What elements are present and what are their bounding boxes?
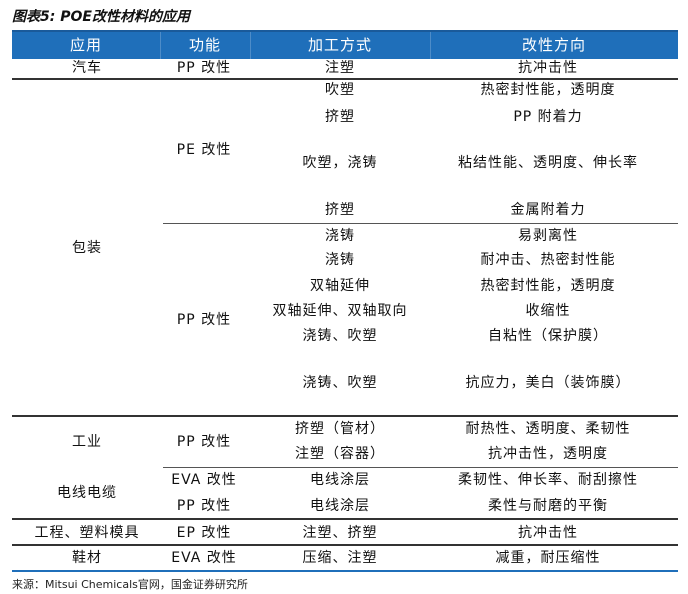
cell-function: PP 改性 — [176, 312, 232, 328]
header-direction: 改性方向 — [521, 36, 586, 54]
cell-process: 压缩、注塑 — [302, 550, 378, 566]
cell-direction: 收缩性 — [525, 303, 571, 319]
cell-process: 注塑 — [325, 60, 355, 76]
cell-function: EP 改性 — [176, 525, 232, 541]
header-function: 功能 — [188, 36, 221, 54]
cell-direction: 柔韧性、伸长率、耐刮擦性 — [458, 472, 638, 488]
cell-direction: 抗冲击性 — [518, 60, 578, 76]
cell-process: 挤塑（管材） — [295, 421, 385, 437]
cell-application: 包装 — [72, 240, 102, 256]
cell-function: EVA 改性 — [171, 472, 237, 488]
cell-process: 双轴延伸、双轴取向 — [272, 303, 408, 319]
cell-application: 汽车 — [72, 60, 102, 76]
cell-process: 挤塑 — [325, 109, 355, 125]
cell-direction: 耐冲击、热密封性能 — [480, 252, 616, 268]
cell-function: PP 改性 — [176, 498, 232, 514]
cell-direction: 抗冲击性，透明度 — [488, 446, 608, 462]
header-application: 应用 — [69, 36, 102, 54]
cell-direction: 柔性与耐磨的平衡 — [488, 498, 608, 514]
cell-process: 电线涂层 — [310, 498, 370, 514]
cell-process: 挤塑 — [325, 202, 355, 218]
cell-process: 注塑（容器） — [295, 446, 385, 462]
cell-process: 浇铸 — [325, 228, 355, 244]
header-divider — [160, 32, 161, 59]
cell-direction: 抗应力，美白（装饰膜） — [465, 375, 631, 391]
cell-process: 吹塑 — [325, 82, 355, 98]
cell-process: 双轴延伸 — [310, 278, 370, 294]
source-note: 来源：Mitsui Chemicals官网，国金证券研究所 — [12, 578, 248, 591]
group-divider — [12, 415, 678, 417]
subgroup-divider — [163, 467, 678, 468]
table-bottom-border — [12, 570, 678, 572]
cell-process: 电线涂层 — [310, 472, 370, 488]
cell-process: 浇铸 — [325, 252, 355, 268]
group-divider — [12, 78, 678, 80]
subgroup-divider — [163, 223, 678, 224]
cell-direction: 热密封性能，透明度 — [480, 82, 616, 98]
cell-direction: 自粘性（保护膜） — [488, 328, 608, 344]
table-header: 应用 功能 加工方式 改性方向 — [12, 30, 678, 59]
header-divider — [430, 32, 431, 59]
cell-process: 浇铸、吹塑 — [302, 328, 378, 344]
cell-direction: 减重，耐压缩性 — [495, 550, 601, 566]
cell-direction: 金属附着力 — [510, 202, 586, 218]
figure-title: 图表5: POE改性材料的应用 — [12, 9, 190, 25]
header-divider — [250, 32, 251, 59]
cell-process: 浇铸、吹塑 — [302, 375, 378, 391]
cell-direction: 热密封性能，透明度 — [480, 278, 616, 294]
group-divider — [12, 518, 678, 520]
cell-application: 工业 — [72, 434, 102, 450]
cell-application: 工程、塑料模具 — [34, 525, 140, 541]
cell-function: PE 改性 — [176, 142, 232, 158]
cell-application: 电线电缆 — [57, 485, 117, 501]
group-divider — [12, 544, 678, 546]
cell-direction: 易剥离性 — [518, 228, 578, 244]
cell-function: PP 改性 — [176, 434, 232, 450]
cell-direction: 粘结性能、透明度、伸长率 — [458, 155, 638, 171]
cell-direction: 抗冲击性 — [518, 525, 578, 541]
cell-process: 吹塑，浇铸 — [302, 155, 378, 171]
cell-direction: PP 附着力 — [513, 109, 583, 125]
cell-direction: 耐热性、透明度、柔韧性 — [465, 421, 631, 437]
header-process: 加工方式 — [307, 36, 372, 54]
cell-function: PP 改性 — [176, 60, 232, 76]
cell-application: 鞋材 — [72, 550, 102, 566]
cell-process: 注塑、挤塑 — [302, 525, 378, 541]
cell-function: EVA 改性 — [171, 550, 237, 566]
